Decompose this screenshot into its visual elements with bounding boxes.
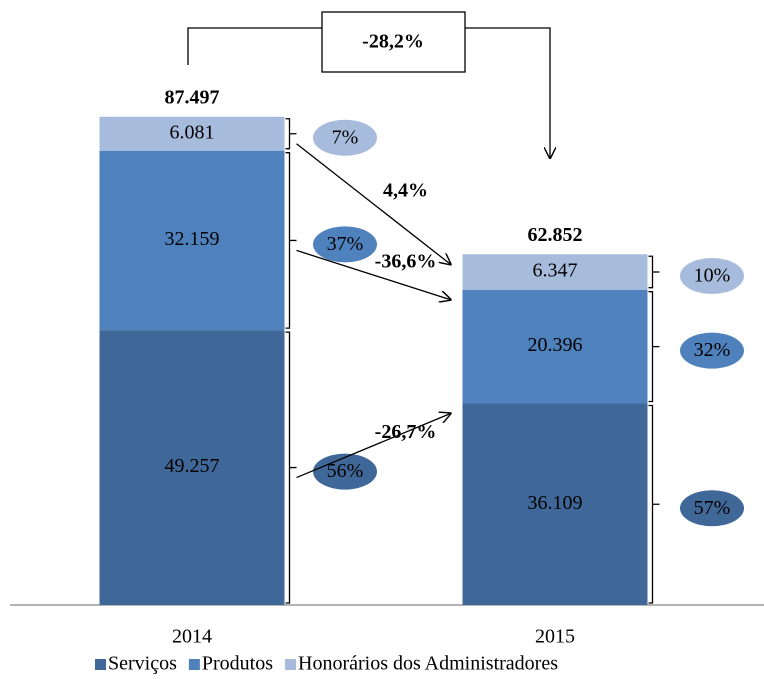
change-label: -26,7% (375, 421, 437, 443)
legend-swatch (285, 659, 297, 670)
total-change-label: -28,2% (362, 31, 424, 53)
share-badge (680, 257, 744, 294)
segment-brace (648, 291, 660, 403)
total-change-box (321, 11, 466, 73)
legend-label: Serviços (108, 653, 177, 675)
bar-segment (99, 330, 285, 605)
segment-brace (285, 118, 297, 150)
share-badge (680, 490, 744, 527)
share-label: 32% (694, 339, 731, 361)
bar-segment (462, 289, 648, 404)
value-label: 49.257 (165, 455, 220, 477)
value-label: 36.109 (528, 492, 583, 514)
share-badge (680, 332, 744, 369)
segment-brace (648, 404, 660, 604)
x-tick-label: 2014 (172, 626, 212, 648)
share-badge (313, 453, 377, 490)
legend-label: Honorários dos Administradores (298, 653, 558, 675)
legend-swatch (95, 659, 106, 670)
bar-segment (462, 403, 648, 605)
change-label: -36,6% (375, 251, 437, 273)
bar-segment (462, 254, 648, 290)
share-label: 10% (694, 265, 731, 287)
value-label: 20.396 (528, 334, 583, 356)
share-label: 37% (327, 233, 364, 255)
value-label: 6.081 (170, 121, 215, 143)
segment-brace (285, 152, 297, 329)
share-label: 7% (332, 126, 359, 148)
x-tick-label: 2015 (535, 626, 575, 648)
segment-brace (648, 255, 660, 289)
legend-label: Produtos (202, 653, 273, 675)
legend-swatch (188, 659, 200, 670)
total-label: 87.497 (165, 86, 220, 108)
share-label: 57% (694, 497, 731, 519)
change-arrow (296, 249, 451, 299)
change-label: 4,4% (383, 180, 428, 202)
total-change-connector (187, 27, 550, 158)
share-badge (313, 119, 377, 156)
total-label: 62.852 (528, 224, 583, 246)
value-label: 6.347 (533, 260, 578, 282)
share-badge (313, 226, 377, 263)
share-label: 56% (327, 460, 364, 482)
segment-brace (285, 331, 297, 604)
bar-segment (99, 150, 285, 331)
bar-segment (99, 116, 285, 151)
change-arrow (296, 143, 451, 265)
value-label: 32.159 (165, 228, 220, 250)
change-arrow (296, 414, 451, 479)
